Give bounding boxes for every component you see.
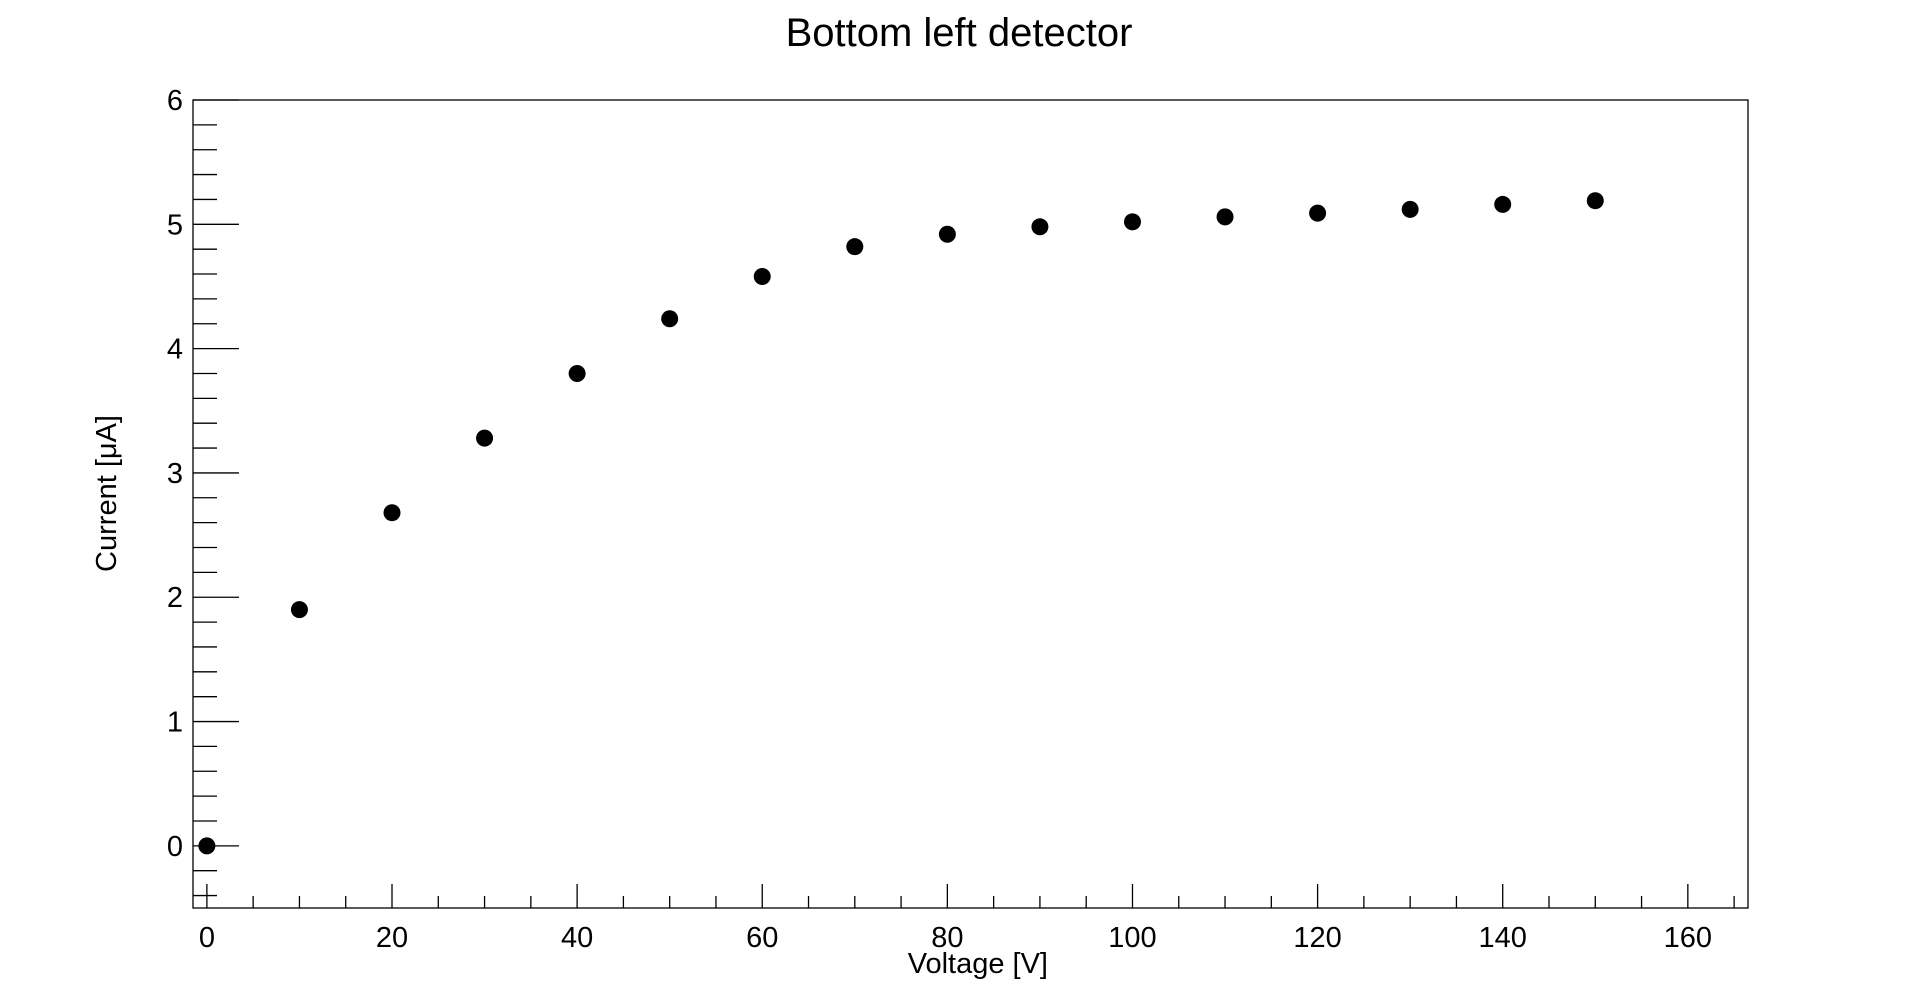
data-point (753, 268, 771, 286)
data-point (290, 601, 308, 619)
plot-frame (192, 99, 1749, 909)
data-point (846, 238, 864, 256)
data-points (198, 192, 1604, 855)
x-tick-label: 60 (746, 922, 778, 954)
data-point (383, 504, 401, 522)
chart-title: Bottom left detector (786, 11, 1133, 55)
y-tick-label: 3 (167, 458, 183, 490)
data-point (568, 364, 586, 382)
x-tick-label: 140 (1479, 922, 1527, 954)
data-point (1216, 208, 1234, 226)
data-point (1123, 213, 1141, 231)
x-tick-label: 100 (1108, 922, 1156, 954)
x-axis: 0 20 40 60 80 100 120 140 160 (199, 884, 1735, 954)
y-axis-label: Current [μA] (91, 415, 123, 572)
data-point (476, 429, 494, 447)
data-point (661, 310, 679, 328)
x-tick-label: 0 (199, 922, 215, 954)
data-point (1309, 204, 1327, 222)
data-point (1586, 192, 1604, 210)
x-tick-label: 80 (931, 922, 963, 954)
x-axis-label: Voltage [V] (908, 948, 1048, 980)
data-point (1401, 200, 1419, 218)
y-tick-label: 4 (167, 334, 183, 366)
data-point (1031, 218, 1049, 236)
y-tick-label: 0 (167, 831, 183, 863)
y-tick-label: 5 (167, 209, 183, 241)
y-tick-label: 2 (167, 582, 183, 614)
y-axis: 0 1 2 3 4 5 6 (167, 85, 239, 897)
y-tick-label: 6 (167, 85, 183, 117)
data-point (198, 837, 216, 855)
data-point (938, 225, 956, 243)
x-tick-label: 120 (1293, 922, 1341, 954)
y-tick-label: 1 (167, 707, 183, 739)
data-point (1494, 195, 1512, 213)
x-tick-label: 20 (376, 922, 408, 954)
x-tick-label: 160 (1664, 922, 1712, 954)
x-tick-label: 40 (561, 922, 593, 954)
